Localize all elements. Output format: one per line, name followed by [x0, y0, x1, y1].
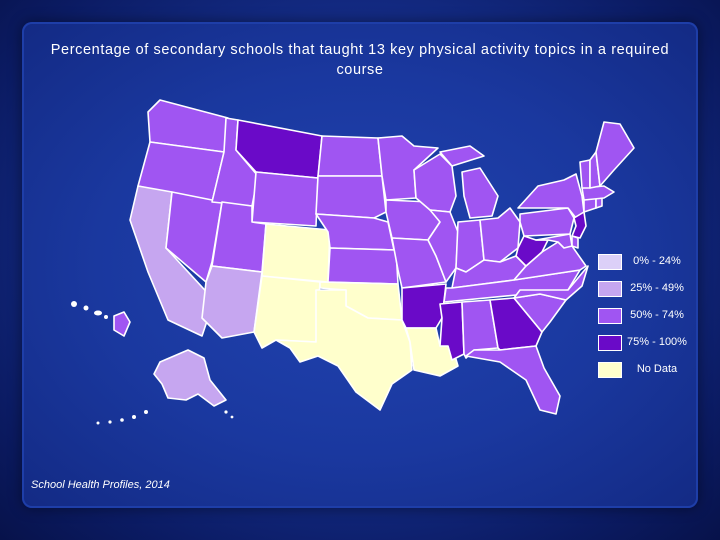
state-sd [315, 175, 387, 219]
state-mi [439, 145, 499, 219]
legend-swatch-0-24 [598, 254, 622, 270]
state-az [201, 265, 263, 339]
legend-item: 25% - 49% [598, 281, 698, 308]
legend-swatch-25-49 [598, 281, 622, 297]
state-il [427, 209, 459, 283]
state-de [571, 235, 579, 249]
state-md [535, 233, 573, 249]
state-vt [579, 159, 591, 189]
state-hi [113, 311, 131, 337]
state-la [405, 327, 459, 377]
state-ar [401, 283, 447, 329]
source-caption: School Health Profiles, 2014 [31, 479, 170, 491]
legend-swatch-50-74 [598, 308, 622, 324]
state-nd [317, 135, 383, 177]
legend-item: No Data [598, 362, 698, 389]
state-ak [153, 349, 227, 407]
legend-item: 75% - 100% [598, 335, 698, 362]
state-pa [519, 207, 575, 237]
legend-label: 75% - 100% [627, 336, 687, 348]
legend-item: 50% - 74% [598, 308, 698, 335]
legend-label: No Data [636, 363, 678, 375]
legend-swatch-75-100 [598, 335, 622, 351]
state-ny [517, 173, 585, 219]
legend-item: 0% - 24% [598, 254, 698, 281]
state-me [595, 121, 635, 187]
legend-label: 0% - 24% [633, 255, 681, 267]
state-ks [327, 247, 399, 285]
state-wy [251, 171, 319, 227]
legend-swatch-no-data [598, 362, 622, 378]
map-legend: 0% - 24% 25% - 49% 50% - 74% 75% - 100% … [598, 254, 698, 389]
map-title: Percentage of secondary schools that tau… [50, 42, 670, 78]
state-nm [253, 275, 321, 349]
legend-label: 25% - 49% [630, 282, 684, 294]
state-nc [513, 265, 589, 301]
state-co [261, 223, 331, 283]
island-details [71, 301, 234, 425]
state-tx [275, 289, 413, 411]
state-wi [413, 153, 457, 213]
state-fl [465, 345, 561, 415]
legend-label: 50% - 74% [630, 309, 684, 321]
